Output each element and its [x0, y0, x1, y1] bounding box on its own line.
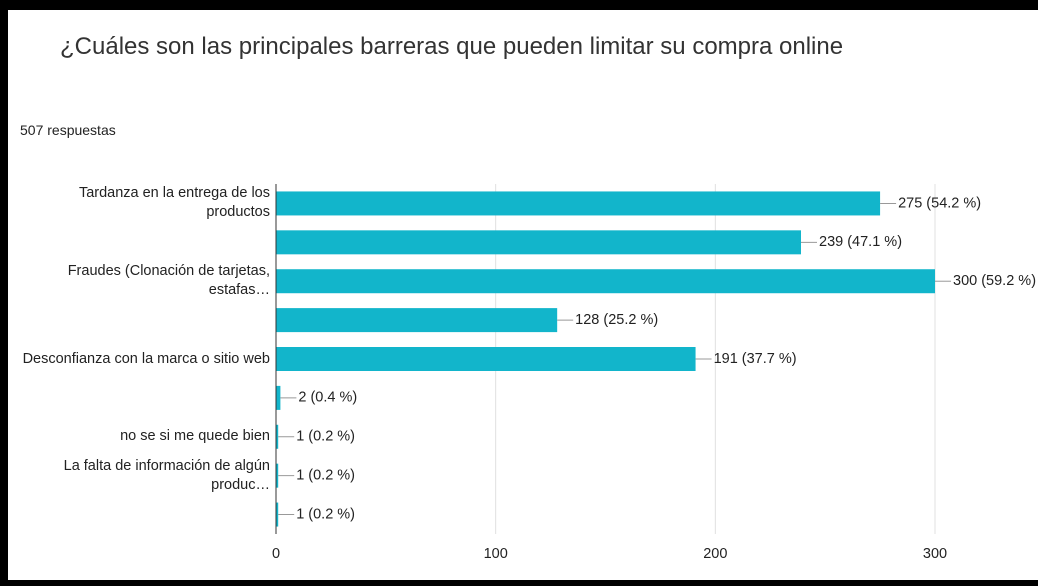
bar — [276, 191, 881, 216]
value-label: 1 (0.2 %) — [296, 506, 355, 522]
value-label: 128 (25.2 %) — [575, 312, 658, 328]
value-label: 239 (47.1 %) — [819, 234, 902, 250]
value-label: 2 (0.4 %) — [298, 390, 357, 406]
x-tick-label: 300 — [923, 546, 947, 562]
bar — [276, 385, 281, 410]
bar — [276, 502, 279, 527]
bar — [276, 308, 558, 333]
bar — [276, 347, 696, 371]
x-tick-label: 100 — [484, 546, 508, 562]
bar — [276, 463, 279, 488]
value-label: 1 (0.2 %) — [296, 429, 355, 445]
value-label: 275 (54.2 %) — [898, 195, 981, 211]
value-label: 191 (37.7 %) — [714, 351, 797, 367]
x-tick-label: 0 — [272, 546, 280, 562]
y-tick-label: Tardanza en la entrega de los productos — [78, 185, 270, 221]
y-tick-label: Desconfianza con la marca o sitio web — [22, 350, 270, 367]
y-tick-label: no se si me quede bien — [120, 428, 270, 445]
bar — [276, 424, 279, 449]
bar — [276, 230, 802, 255]
y-tick-label: La falta de información de algún produc… — [63, 457, 270, 493]
x-tick-label: 200 — [703, 546, 727, 562]
chart-subtitle: 507 respuestas — [20, 122, 116, 138]
chart-title: ¿Cuáles son las principales barreras que… — [60, 33, 844, 60]
chart: 0 100 200 300 275 (54.2 %) 239 (47.1 %) 300 (5… — [272, 184, 1036, 562]
value-label: 1 (0.2 %) — [296, 467, 355, 483]
value-label: 300 (59.2 %) — [953, 273, 1036, 289]
y-tick-label: Fraudes (Clonación de tarjetas, estafas… — [67, 263, 270, 299]
bar — [276, 269, 935, 294]
